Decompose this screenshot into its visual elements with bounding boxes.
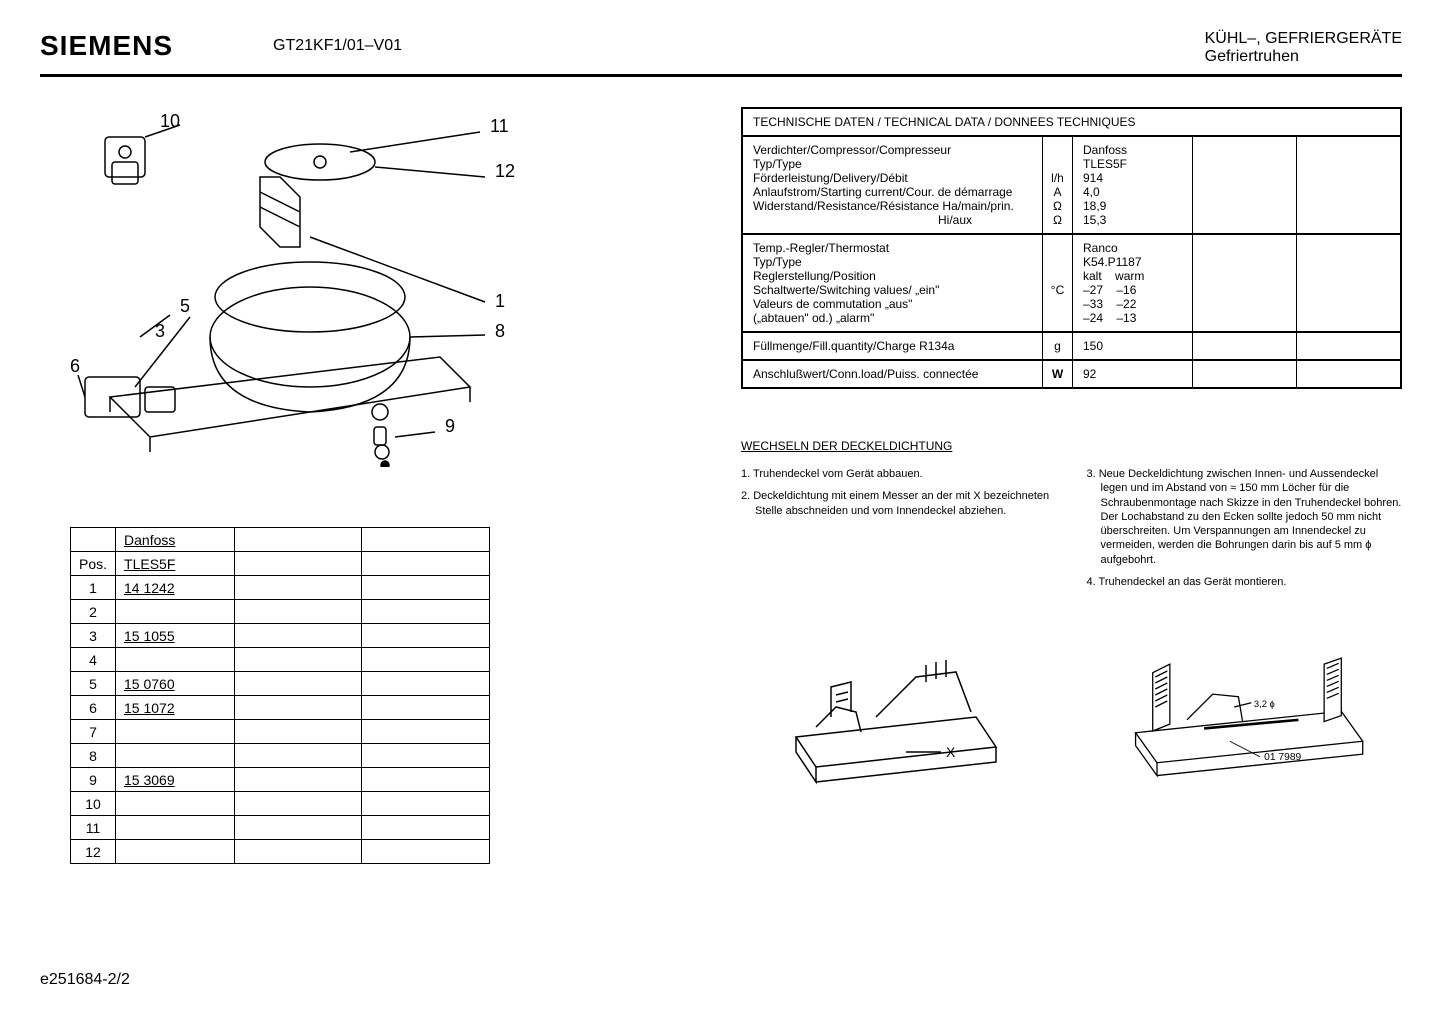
doc-category: KÜHL–, GEFRIERGERÄTE — [1205, 30, 1402, 48]
header: SIEMENS GT21KF1/01–V01 KÜHL–, GEFRIERGER… — [40, 30, 1402, 66]
svg-text:3,2 ϕ: 3,2 ϕ — [1254, 698, 1275, 709]
header-rule — [40, 74, 1402, 77]
tech-title: TECHNISCHE DATEN / TECHNICAL DATA / DONN… — [743, 109, 1400, 137]
parts-table: Danfoss Pos.TLES5F 114 1242 2 315 1055 4… — [70, 527, 490, 864]
diagram-label-1: 1 — [495, 291, 505, 311]
svg-text:01 7989: 01 7989 — [1264, 753, 1301, 764]
instructions-title: WECHSELN DER DECKELDICHTUNG — [741, 439, 1402, 453]
doc-subcategory: Gefriertruhen — [1205, 48, 1402, 66]
model-number: GT21KF1/01–V01 — [273, 37, 402, 55]
brand-logo: SIEMENS — [40, 30, 173, 62]
diagram-label-11: 11 — [490, 116, 509, 136]
svg-text:X: X — [946, 744, 956, 760]
diagram-label-5: 5 — [180, 296, 190, 316]
gasket-diagram-1: X — [776, 617, 1016, 797]
diagram-label-8: 8 — [495, 321, 505, 341]
technical-data-table: TECHNISCHE DATEN / TECHNICAL DATA / DONN… — [741, 107, 1402, 389]
page-footer: e251684-2/2 — [40, 971, 130, 989]
diagram-label-9: 9 — [445, 416, 455, 436]
exploded-diagram: 1 3 5 6 8 9 10 11 12 — [50, 107, 530, 467]
diagram-label-3: 3 — [155, 321, 165, 341]
diagram-label-6: 6 — [70, 356, 80, 376]
diagram-label-10: 10 — [160, 111, 180, 131]
gasket-diagram-2: 3,2 ϕ 01 7989 — [1127, 617, 1367, 797]
instructions: WECHSELN DER DECKELDICHTUNG 1. Truhendec… — [741, 439, 1402, 797]
diagram-label-12: 12 — [495, 161, 515, 181]
